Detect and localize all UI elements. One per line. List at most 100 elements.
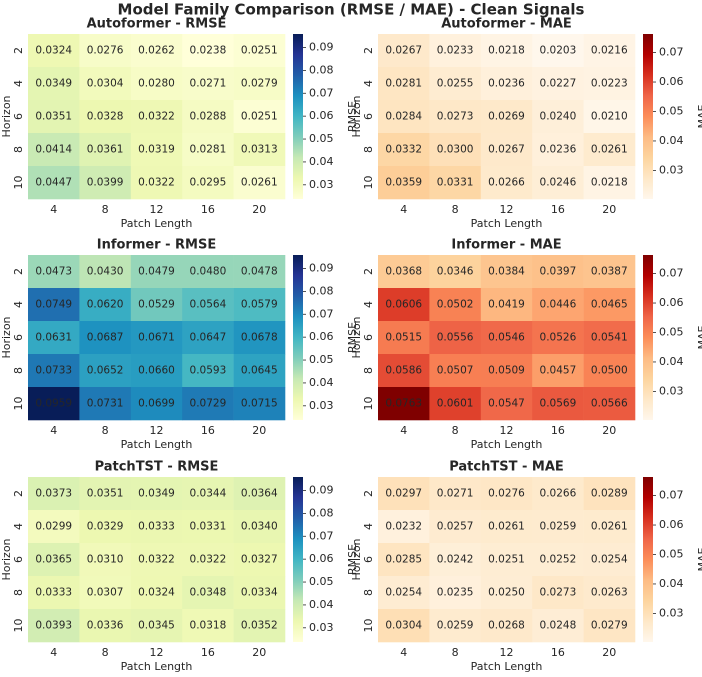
heatmap-cell (480, 321, 533, 355)
y-tick-label: 4 (12, 80, 25, 87)
colorbar-tick-label: 0.06 (309, 552, 334, 565)
cell-label: 0.0352 (241, 620, 278, 632)
cell-label: 0.0297 (385, 488, 422, 500)
heatmap-cell (79, 354, 132, 388)
heatmap-cell (429, 543, 482, 577)
cell-label: 0.0331 (437, 177, 474, 189)
heatmap-cell (79, 34, 132, 68)
y-axis-label: Horizon (350, 95, 363, 137)
cell-label: 0.0313 (241, 144, 278, 156)
colorbar-tick-label: 0.04 (659, 577, 684, 590)
heatmap-cell (182, 387, 234, 421)
y-tick-label: 4 (12, 523, 25, 530)
y-tick-label: 10 (362, 619, 375, 633)
colorbar (293, 34, 303, 199)
cell-label: 0.0276 (488, 488, 525, 500)
x-tick-label: 4 (50, 424, 57, 437)
heatmap-cell (233, 510, 286, 544)
heatmap-cell (583, 255, 636, 289)
heatmap-cell (532, 576, 584, 610)
heatmap-cell (583, 34, 636, 68)
heatmap-cell (233, 477, 286, 511)
heatmap-cell (28, 321, 80, 355)
heatmap-cell (378, 133, 430, 167)
heatmap-cell (28, 255, 80, 289)
heatmap-cell (583, 609, 636, 643)
heatmap-cell (583, 576, 636, 610)
x-axis-label: Patch Length (471, 660, 543, 673)
heatmap-cell (429, 255, 482, 289)
heatmap-cell (233, 354, 286, 388)
heatmap-cell (79, 477, 132, 511)
x-tick-label: 20 (602, 203, 616, 216)
heatmap-cell (130, 609, 183, 643)
colorbar-tick-label: 0.05 (659, 104, 684, 117)
y-tick-label: 6 (12, 556, 25, 563)
colorbar (643, 34, 653, 199)
cell-label: 0.0465 (591, 299, 628, 311)
x-tick-label: 16 (551, 424, 565, 437)
cell-label: 0.0546 (488, 332, 525, 344)
y-tick-label: 10 (362, 176, 375, 190)
colorbar-tick-label: 0.05 (659, 325, 684, 338)
cell-label: 0.0261 (241, 177, 278, 189)
cell-label: 0.0564 (190, 299, 227, 311)
colorbar-tick-label: 0.04 (309, 376, 334, 389)
cell-label: 0.0556 (437, 332, 474, 344)
heatmap-cell (583, 543, 636, 577)
colorbar-tick-label: 0.09 (309, 262, 334, 275)
heatmap-cell (79, 255, 132, 289)
heatmap-cell (583, 477, 636, 511)
x-tick-label: 16 (551, 203, 565, 216)
cell-label: 0.0238 (190, 45, 227, 57)
cell-label: 0.0259 (540, 521, 577, 533)
colorbar-tick-label: 0.07 (309, 307, 334, 320)
heatmap-cell (429, 34, 482, 68)
heatmap-cell (532, 387, 584, 421)
y-tick-label: 6 (12, 334, 25, 341)
heatmap-cell (480, 543, 533, 577)
cell-label: 0.0273 (437, 111, 474, 123)
heatmap-cell (480, 576, 533, 610)
cell-label: 0.0254 (591, 554, 628, 566)
cell-label: 0.0280 (138, 78, 175, 90)
heatmap-cell (480, 166, 533, 200)
cell-label: 0.0699 (138, 398, 175, 410)
x-tick-label: 4 (400, 424, 407, 437)
heatmap-cell (79, 321, 132, 355)
cell-label: 0.0288 (190, 111, 227, 123)
heatmap-cell (233, 288, 286, 322)
cell-label: 0.0480 (190, 266, 227, 278)
colorbar-tick-label: 0.04 (659, 134, 684, 147)
heatmap-cell (233, 609, 286, 643)
cell-label: 0.0547 (488, 398, 525, 410)
cell-label: 0.0285 (385, 554, 422, 566)
cell-label: 0.0652 (87, 365, 124, 377)
colorbar (293, 477, 303, 642)
cell-label: 0.0242 (437, 554, 474, 566)
colorbar-tick-label: 0.06 (309, 109, 334, 122)
cell-label: 0.0733 (35, 365, 72, 377)
heatmap-cell (378, 477, 430, 511)
colorbar-label: MAE (696, 325, 702, 349)
heatmap-cell (130, 133, 183, 167)
cell-label: 0.0749 (35, 299, 72, 311)
cell-label: 0.0251 (241, 45, 278, 57)
y-tick-label: 2 (12, 268, 25, 275)
cell-label: 0.0262 (138, 45, 175, 57)
heatmap-cell (233, 576, 286, 610)
heatmap-cell (532, 288, 584, 322)
cell-label: 0.0586 (385, 365, 422, 377)
cell-label: 0.0271 (437, 488, 474, 500)
y-tick-label: 2 (12, 47, 25, 54)
heatmap-cell (182, 255, 234, 289)
heatmap-cell (378, 609, 430, 643)
cell-label: 0.0271 (190, 78, 227, 90)
heatmap-cell (130, 67, 183, 101)
cell-label: 0.0502 (437, 299, 474, 311)
heatmap-cell (28, 543, 80, 577)
y-tick-label: 10 (12, 397, 25, 411)
heatmap-cell (480, 67, 533, 101)
cell-label: 0.0304 (87, 78, 124, 90)
